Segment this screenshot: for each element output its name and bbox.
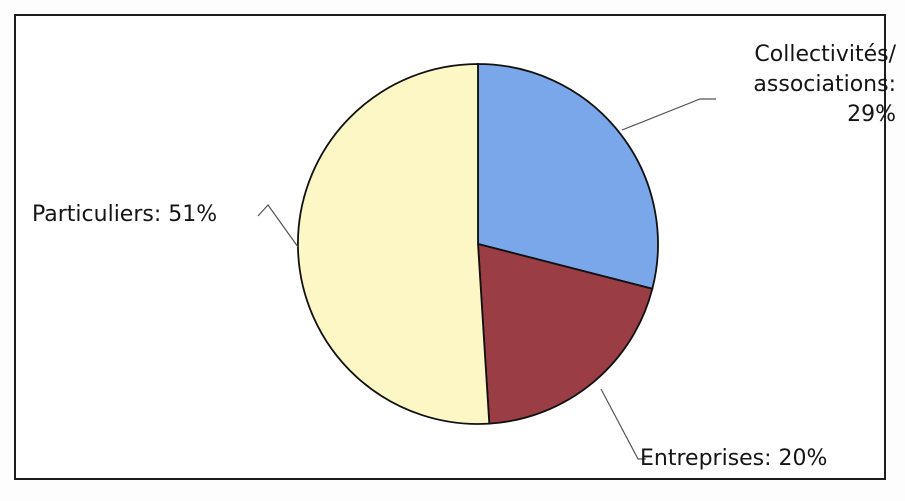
leader-line-particuliers [257,204,299,248]
leader-line-collectivites [621,98,716,131]
label-collectivites-line-2: associations: [753,72,896,97]
label-collectivites-line-1: Collectivités/ [754,42,896,67]
pie-slice-particuliers [297,63,491,425]
leader-line-entreprises [600,388,646,460]
label-collectivites-line-3: 29% [847,102,896,127]
pie-slice-entreprises [477,242,654,425]
pie-slice-collectivites [477,63,659,290]
label-entreprises: Entreprises: 20% [640,446,828,471]
label-particuliers: Particuliers: 51% [32,202,218,227]
label-collectivites-associations: Collectivités/ associations: 29% [716,40,896,130]
